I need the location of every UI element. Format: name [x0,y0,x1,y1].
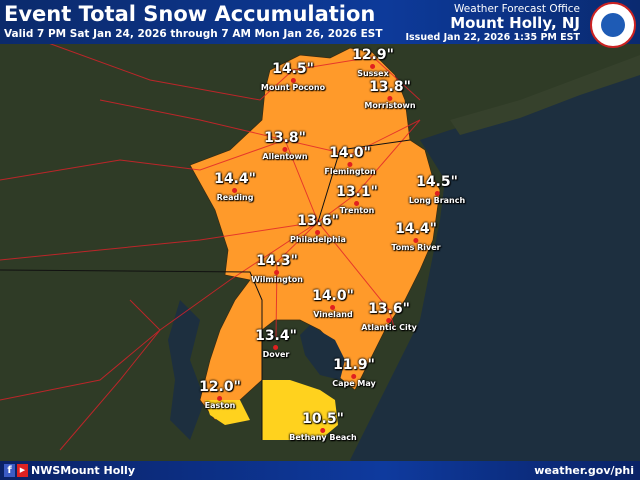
forecast-point: 13.6" Philadelphia [290,213,346,245]
valid-period: Valid 7 PM Sat Jan 24, 2026 through 7 AM… [4,28,383,40]
snow-amount: 10.5" [302,411,344,427]
location-marker [232,188,238,193]
snow-amount: 14.0" [329,145,371,161]
snow-amount: 14.0" [312,288,354,304]
location-name: Atlantic City [361,323,417,332]
location-marker [273,345,279,350]
location-name: Easton [204,401,236,410]
snow-amount: 12.0" [199,379,241,395]
location-marker [347,162,353,167]
forecast-point: 10.5" Bethany Beach [289,411,357,443]
location-marker [386,318,392,323]
location-marker [413,238,419,243]
youtube-icon[interactable]: ▶ [17,464,28,477]
snow-amount: 14.5" [272,61,314,77]
location-name: Morristown [364,101,416,110]
snow-amount: 14.5" [416,174,458,190]
forecast-point: 12.9" Sussex [352,47,394,79]
location-name: Reading [216,193,254,202]
office-label: Weather Forecast Office [454,3,580,15]
location-marker [315,230,321,235]
location-marker [387,96,393,101]
forecast-point: 13.4" Dover [255,328,297,360]
forecast-point: 14.0" Vineland [312,288,354,320]
location-name: Mount Pocono [260,83,326,92]
snow-amount: 13.1" [336,184,378,200]
snow-amount: 13.6" [368,301,410,317]
forecast-area-low [205,380,338,440]
office-location: Mount Holly, NJ [450,14,580,32]
location-name: Dover [262,350,290,359]
social-handle[interactable]: NWSMount Holly [31,464,135,477]
location-name: Sussex [357,69,389,78]
forecast-point: 14.0" Flemington [324,145,376,177]
location-name: Bethany Beach [289,433,357,442]
state-border [0,139,411,440]
nws-logo [590,2,636,48]
forecast-point: 13.6" Atlantic City [361,301,417,333]
snow-amount: 12.9" [352,47,394,63]
location-marker [330,305,336,310]
location-name: Vineland [313,310,353,319]
snow-amount: 14.4" [395,221,437,237]
location-marker [290,78,296,83]
forecast-point: 14.5" Long Branch [408,174,466,206]
location-name: Philadelphia [290,235,346,244]
forecast-point: 12.0" Easton [199,379,241,411]
forecast-point: 14.5" Mount Pocono [260,61,326,93]
snow-amount: 13.4" [255,328,297,344]
location-marker [274,270,280,275]
location-name: Wilmington [251,275,303,284]
forecast-point: 13.8" Allentown [262,130,308,162]
forecast-point: 14.3" Wilmington [251,253,303,285]
long-island [450,55,640,135]
snow-amount: 13.8" [264,130,306,146]
location-name: Allentown [262,152,308,161]
chesapeake-bay [168,300,205,440]
location-marker [217,396,223,401]
location-marker [351,374,357,379]
location-marker [434,191,440,196]
issued-time: Issued Jan 22, 2026 1:35 PM EST [405,32,580,43]
location-name: Trenton [339,206,375,215]
delaware-bay [300,325,345,380]
facebook-icon[interactable]: f [4,464,15,477]
ocean [350,60,640,480]
location-name: Toms River [391,243,441,252]
forecast-point: 14.4" Toms River [391,221,441,253]
location-marker [282,147,288,152]
snow-amount: 11.9" [333,357,375,373]
header: Event Total Snow Accumulation Valid 7 PM… [0,0,640,48]
website-link[interactable]: weather.gov/phi [534,464,634,477]
forecast-point: 13.8" Morristown [364,79,416,111]
footer: f ▶ NWSMount Holly weather.gov/phi [0,461,640,480]
location-marker [354,201,360,206]
snow-amount: 14.3" [256,253,298,269]
location-marker [370,64,376,69]
snow-amount: 13.6" [297,213,339,229]
location-marker [320,428,326,433]
snow-amount: 13.8" [369,79,411,95]
location-name: Long Branch [408,196,466,205]
location-name: Flemington [324,167,376,176]
forecast-point: 13.1" Trenton [336,184,378,216]
forecast-point: 14.4" Reading [214,171,256,203]
forecast-point: 11.9" Cape May [332,357,376,389]
location-name: Cape May [332,379,376,388]
roads [0,39,421,451]
map-title: Event Total Snow Accumulation [4,2,376,26]
snow-amount: 14.4" [214,171,256,187]
